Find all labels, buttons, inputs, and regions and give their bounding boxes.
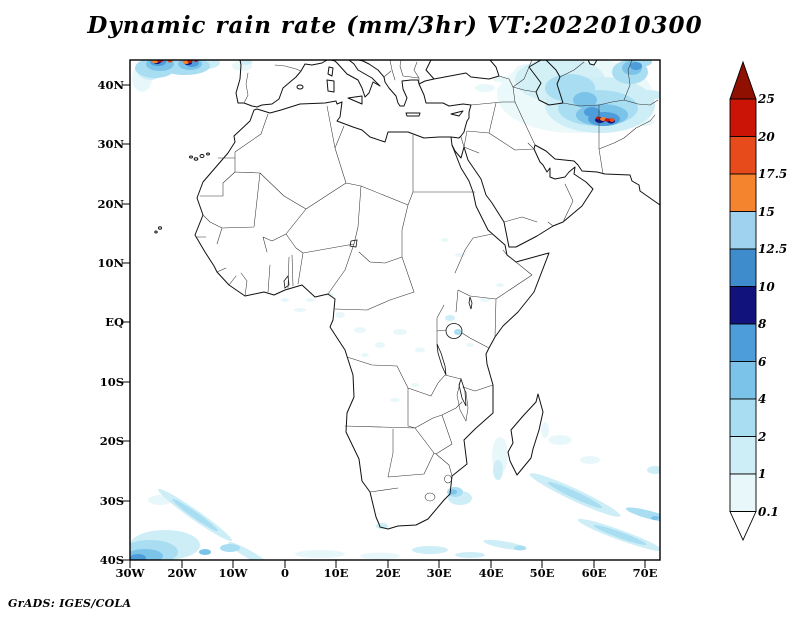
coastline-italy bbox=[330, 60, 381, 98]
colorbar-segment bbox=[729, 436, 757, 475]
lake-turkana bbox=[468, 296, 473, 310]
colorbar-segment bbox=[729, 211, 757, 250]
rain-band-2-4 bbox=[130, 60, 660, 560]
colorbar-label: 1 bbox=[758, 467, 767, 481]
y-axis-label: 40N bbox=[97, 78, 124, 92]
colorbar-segment bbox=[729, 473, 757, 512]
coastline-africa bbox=[194, 100, 550, 530]
island-sardinia bbox=[326, 79, 335, 93]
coastline-iberia bbox=[235, 60, 328, 108]
coastline-black-sea bbox=[418, 60, 500, 85]
y-axis-label: EQ bbox=[105, 315, 124, 329]
colorbar-segment bbox=[729, 323, 757, 362]
x-axis-label: 40E bbox=[478, 566, 504, 580]
colorbar-segment bbox=[729, 398, 757, 437]
colorbar-label: 12.5 bbox=[758, 242, 788, 256]
island-cyprus bbox=[450, 110, 464, 117]
colorbar-segment bbox=[729, 173, 757, 212]
colorbar-segment bbox=[729, 98, 757, 137]
colorbar-segment bbox=[729, 286, 757, 325]
colorbar-label: 17.5 bbox=[758, 167, 788, 181]
lake-volta bbox=[283, 274, 290, 289]
grads-credit: GrADS: IGES/COLA bbox=[8, 597, 132, 610]
small-islands bbox=[154, 84, 304, 234]
map-frame bbox=[129, 59, 661, 561]
lake-tanganyika bbox=[436, 343, 447, 376]
country-borders bbox=[195, 60, 659, 493]
lake-victoria bbox=[445, 323, 463, 339]
colorbar-label: 4 bbox=[758, 392, 767, 406]
colorbar bbox=[729, 60, 757, 542]
x-axis-label: 60E bbox=[581, 566, 607, 580]
x-axis-label: 30W bbox=[115, 566, 145, 580]
y-axis-label: 10N bbox=[97, 256, 124, 270]
coastline-caspian-sea bbox=[528, 60, 564, 106]
border-lesotho bbox=[424, 492, 436, 502]
coastline-arabia-persian-gulf bbox=[451, 144, 660, 248]
colorbar-segment bbox=[729, 248, 757, 287]
colorbar-label: 25 bbox=[758, 92, 775, 106]
y-axis-label: 20N bbox=[97, 197, 124, 211]
island-corsica bbox=[327, 66, 334, 77]
y-axis-label: 30S bbox=[99, 494, 124, 508]
colorbar-label: 8 bbox=[758, 317, 767, 331]
coastline-aral-sea bbox=[587, 60, 598, 66]
lakes-layer bbox=[283, 239, 473, 407]
coastlines-layer bbox=[154, 60, 660, 530]
colorbar-arrow-bottom bbox=[729, 511, 757, 542]
x-axis-label: 10W bbox=[218, 566, 248, 580]
axis-ticks bbox=[122, 84, 646, 568]
island-sicily bbox=[347, 95, 363, 105]
x-axis-label: 50E bbox=[529, 566, 555, 580]
plot-title: Dynamic rain rate (mm/3hr) VT:2022010300 bbox=[87, 12, 703, 39]
borders-layer bbox=[195, 60, 659, 502]
colorbar-arrow-top bbox=[729, 60, 757, 100]
colorbar-label: 10 bbox=[758, 279, 775, 294]
x-axis-label: 30E bbox=[426, 566, 452, 580]
x-axis-label: 0 bbox=[280, 566, 289, 580]
y-axis-label: 30N bbox=[97, 137, 124, 151]
y-axis-label: 20S bbox=[99, 434, 124, 448]
rain-band-1-2 bbox=[130, 60, 660, 560]
colorbar-label: 20 bbox=[758, 129, 775, 144]
colorbar-label: 2 bbox=[758, 429, 767, 444]
colorbar-label: 15 bbox=[758, 204, 775, 219]
colorbar-segment bbox=[729, 361, 757, 400]
coastline-balkans-greece-levant bbox=[358, 60, 472, 139]
y-axis-label: 40S bbox=[99, 553, 124, 567]
x-axis-label: 20W bbox=[167, 566, 197, 580]
x-axis-label: 20E bbox=[375, 566, 401, 580]
rain-shading-layer bbox=[130, 60, 660, 560]
border-swaziland bbox=[444, 474, 452, 484]
colorbar-segment bbox=[729, 136, 757, 175]
coastline-madagascar bbox=[507, 393, 544, 476]
colorbar-label: 6 bbox=[758, 354, 767, 369]
x-axis-label: 70E bbox=[632, 566, 658, 580]
x-axis-label: 10E bbox=[323, 566, 349, 580]
island-crete bbox=[405, 112, 421, 117]
colorbar-label: 0.1 bbox=[758, 504, 779, 519]
y-axis-label: 10S bbox=[99, 375, 124, 389]
